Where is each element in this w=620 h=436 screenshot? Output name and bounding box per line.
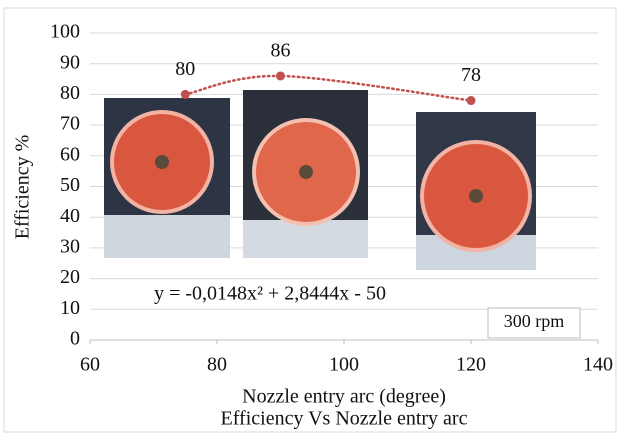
y-tick-label: 50 xyxy=(60,174,80,196)
x-tick-label: 140 xyxy=(583,354,613,376)
marks: 80 86 78 xyxy=(175,40,481,106)
y-tick-label: 70 xyxy=(60,113,80,135)
y-tick-label: 10 xyxy=(60,297,80,319)
photos xyxy=(104,90,536,270)
point xyxy=(466,96,476,106)
y-tick-label: 100 xyxy=(50,21,80,43)
trendline xyxy=(184,74,473,102)
photo xyxy=(416,112,536,270)
point xyxy=(180,89,190,99)
x-tick-label: 100 xyxy=(329,354,359,376)
data-label: 80 xyxy=(175,58,195,80)
x-axis-title: Nozzle entry arc (degree) xyxy=(242,386,446,408)
photo xyxy=(243,90,368,258)
annotation: 300 rpm xyxy=(504,311,565,331)
y-tick-label: 40 xyxy=(60,205,80,227)
data-label: 78 xyxy=(461,64,481,86)
y-axis-title: Efficiency % xyxy=(12,135,34,240)
y-tick-label: 90 xyxy=(60,51,80,73)
y-tick-label: 20 xyxy=(60,266,80,288)
chart-title: Efficiency Vs Nozzle entry arc xyxy=(221,408,468,430)
y-tick-label: 80 xyxy=(60,82,80,104)
x-tick-label: 80 xyxy=(207,354,227,376)
y-tick-label: 0 xyxy=(70,328,80,350)
data-label: 86 xyxy=(271,40,291,62)
y-tick-label: 30 xyxy=(60,235,80,257)
y-tick-label: 60 xyxy=(60,143,80,165)
x-tick-label: 120 xyxy=(456,354,486,376)
x-tick-label: 60 xyxy=(80,354,100,376)
point xyxy=(276,71,285,81)
annotation-box xyxy=(487,307,581,339)
photo xyxy=(104,98,230,258)
trendline-equation: y = -0,0148x² + 2,8444x - 50 xyxy=(154,283,386,305)
